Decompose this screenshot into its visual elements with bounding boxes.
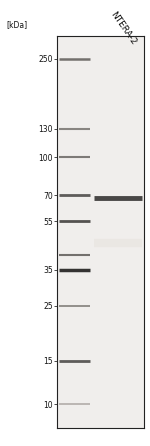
Text: NTERA-2: NTERA-2 [108,10,137,47]
Text: [kDa]: [kDa] [6,20,27,29]
